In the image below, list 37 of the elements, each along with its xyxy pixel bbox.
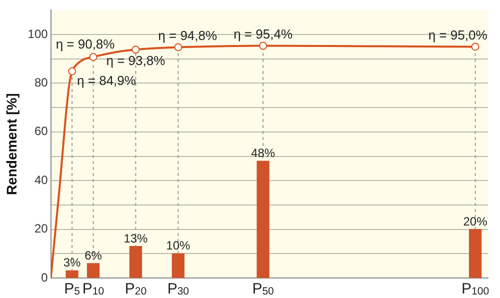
y-tick-label: 0 (41, 270, 48, 284)
x-tick-label: P100 (462, 280, 490, 298)
annotation: η = 93,8% (106, 53, 166, 68)
bar (66, 270, 78, 278)
point (471, 42, 480, 51)
y-tick-label: 40 (34, 172, 48, 187)
data-label: 6% (84, 248, 102, 262)
data-label: 10% (166, 238, 190, 253)
x-tick-label: P30 (167, 280, 190, 298)
point (259, 42, 268, 50)
bar (172, 253, 184, 278)
x-tick-label: P10 (82, 280, 104, 298)
y-tick-label: 80 (34, 76, 48, 90)
bar (86, 263, 100, 278)
y-tick-label: 60 (34, 124, 48, 138)
annotation: η = 84,9% (77, 72, 136, 88)
annotation: η = 95,0% (428, 27, 488, 42)
y-axis-title: Rendement [%] (3, 93, 20, 196)
point (89, 52, 98, 61)
data-label: 3% (63, 256, 82, 270)
point (132, 46, 140, 54)
bar (468, 228, 482, 278)
point (174, 43, 182, 52)
bar (129, 246, 142, 278)
x-tick-label: P20 (124, 280, 147, 298)
x-tick-label: P5 (64, 280, 80, 298)
annotation: η = 94,8% (158, 28, 218, 43)
data-label: 48% (251, 146, 276, 160)
y-tick-label: 100 (28, 26, 48, 41)
data-label: 13% (124, 231, 148, 246)
annotation: η = 95,4% (234, 26, 293, 42)
x-tick-label: P50 (252, 280, 274, 298)
y-tick-label: 20 (34, 222, 48, 236)
bar (256, 160, 270, 278)
point (68, 67, 76, 76)
data-label: 20% (463, 214, 488, 228)
annotation: η = 90,8% (56, 36, 116, 52)
